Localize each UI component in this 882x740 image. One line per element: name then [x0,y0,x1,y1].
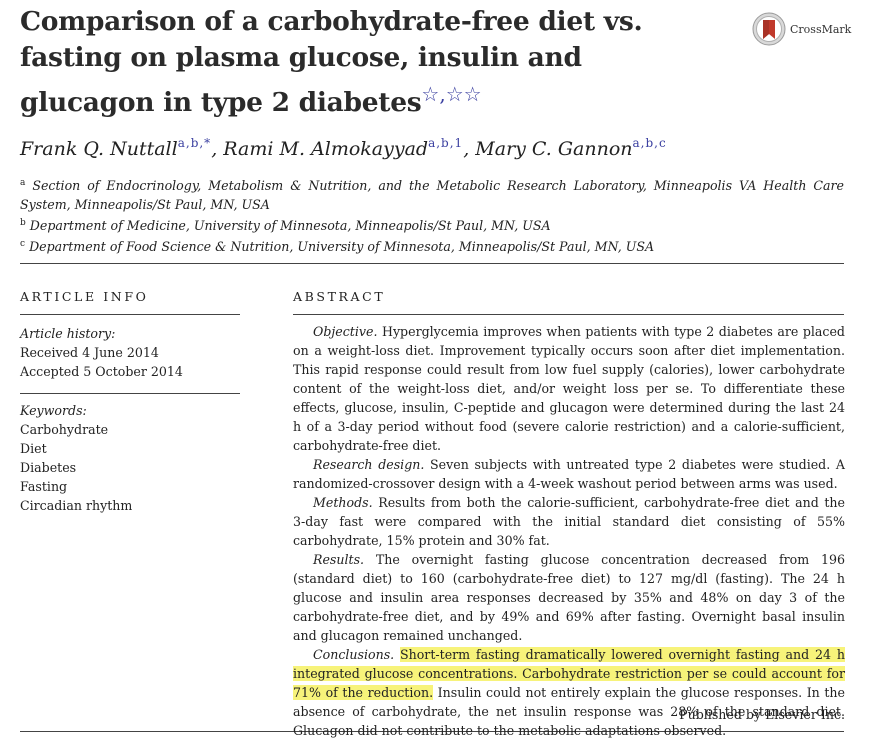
affiliation-item: a Section of Endocrinology, Metabolism &… [20,174,844,214]
design-label: Research design. [313,457,425,472]
keyword-item: Circadian rhythm [20,498,133,513]
article-title: Comparison of a carbohydrate-free diet v… [20,4,720,121]
affiliation-list: a Section of Endocrinology, Metabolism &… [20,174,844,256]
methods-text: Results from both the calorie-sufficient… [293,495,845,548]
objective-label: Objective. [313,324,378,339]
keyword-item: Diet [20,441,47,456]
methods-label: Methods. [313,495,373,510]
publisher-line: Published by Elsevier Inc. [679,707,845,722]
affiliation-text: Department of Food Science & Nutrition, … [29,239,655,254]
title-footnote-marks[interactable]: ☆,☆☆ [421,82,482,106]
article-info-heading: ARTICLE INFO [20,289,149,304]
author-name[interactable]: Frank Q. Nuttall [20,138,178,160]
header-divider [20,263,844,264]
affiliation-text: Section of Endocrinology, Metabolism & N… [20,178,844,212]
affiliation-marker: a [20,178,26,188]
keyword-item: Diabetes [20,460,77,475]
footer-divider [20,731,844,732]
author-list: Frank Q. Nuttalla,b,*, Rami M. Almokayya… [20,136,667,160]
objective-text: Hyperglycemia improves when patients wit… [293,324,845,453]
article-history-label: Article history: [20,326,116,341]
abstract-methods: Methods. Results from both the calorie-s… [293,493,845,550]
received-date: Received 4 June 2014 [20,345,159,360]
abstract-objective: Objective. Hyperglycemia improves when p… [293,322,845,455]
abstract-body: Objective. Hyperglycemia improves when p… [293,322,845,740]
abstract-design: Research design. Seven subjects with unt… [293,455,845,493]
crossmark-logo-icon [752,12,786,46]
keywords-divider [20,393,240,394]
affiliation-item: b Department of Medicine, University of … [20,214,844,235]
abstract-conclusions: Conclusions. Short-term fasting dramatic… [293,645,845,740]
keyword-item: Fasting [20,479,68,494]
author-affiliation-marks[interactable]: a,b,1 [428,136,464,150]
abstract-divider [293,314,844,315]
conclusions-text: Insulin could not entirely explain the g… [293,685,845,738]
article-info-divider [20,314,240,315]
article-title-text: Comparison of a carbohydrate-free diet v… [20,6,643,118]
article-history: Article history: Received 4 June 2014 Ac… [20,324,240,381]
keyword-item: Carbohydrate [20,422,109,437]
results-text: The overnight fasting glucose concentrat… [293,552,845,643]
abstract-results: Results. The overnight fasting glucose c… [293,550,845,645]
design-text: Seven subjects with untreated type 2 dia… [293,457,845,491]
author-affiliation-marks[interactable]: a,b,* [177,136,212,150]
keywords-label: Keywords: [20,403,87,418]
author-affiliation-marks[interactable]: a,b,c [632,136,667,150]
author-name[interactable]: Mary C. Gannon [475,138,633,160]
crossmark-badge[interactable]: CrossMark [752,12,851,46]
keywords-section: Keywords: Carbohydrate Diet Diabetes Fas… [20,401,240,515]
abstract-heading: ABSTRACT [293,289,386,304]
conclusions-label: Conclusions. [313,647,395,662]
author-name[interactable]: Rami M. Almokayyad [223,138,429,160]
affiliation-marker: c [20,239,26,249]
results-label: Results. [313,552,365,567]
affiliation-marker: b [20,218,26,228]
affiliation-text: Department of Medicine, University of Mi… [29,218,551,233]
affiliation-item: c Department of Food Science & Nutrition… [20,235,844,256]
accepted-date: Accepted 5 October 2014 [20,364,183,379]
crossmark-label: CrossMark [790,22,852,36]
